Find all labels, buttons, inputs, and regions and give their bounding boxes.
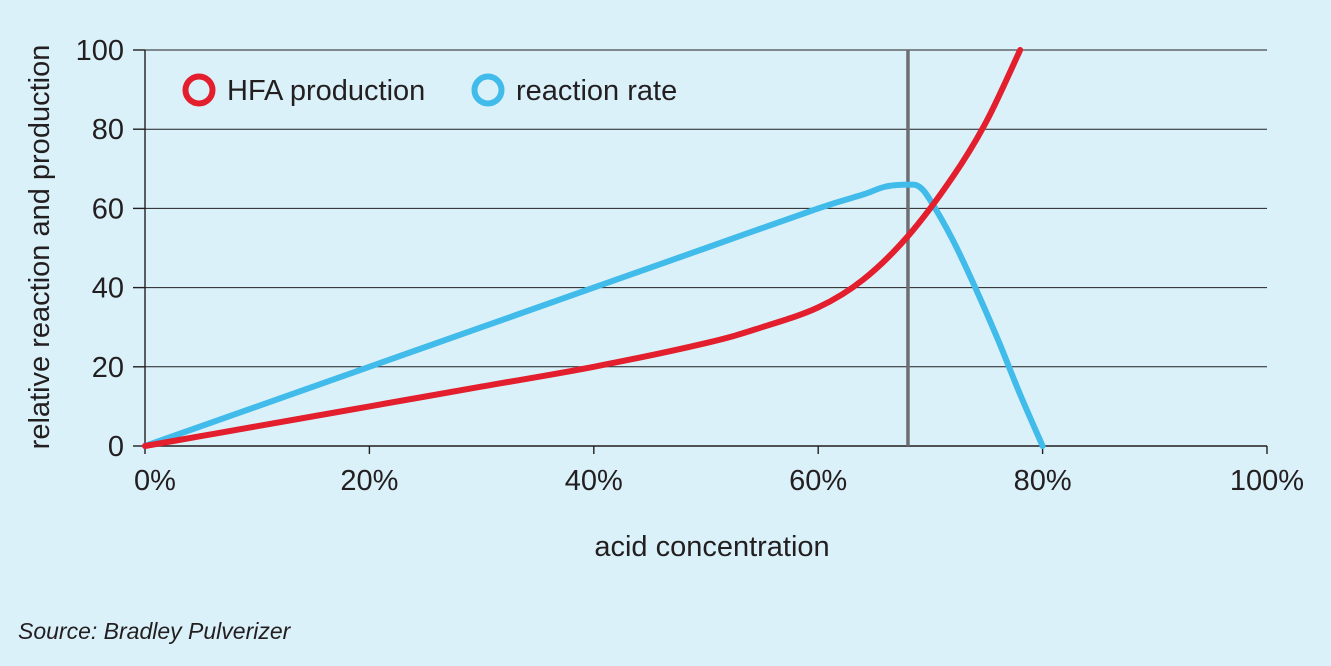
- legend-marker-reaction-rate: [471, 73, 505, 107]
- series-lines: [142, 47, 1046, 449]
- tick-labels: 0% 20% 40% 60% 80% 100% 0 20 40 60 80 100: [76, 35, 1304, 497]
- x-tick-label: 80%: [1014, 465, 1072, 497]
- y-tick-label: 20: [92, 352, 124, 384]
- x-tick-label: 0%: [134, 465, 176, 497]
- x-tick-label: 40%: [565, 465, 623, 497]
- y-tick-label: 80: [92, 114, 124, 146]
- series-line-hfa-production: [142, 47, 1024, 449]
- legend-marker-hfa-production: [182, 73, 216, 107]
- x-axis-label: acid concentration: [594, 531, 829, 563]
- x-tick-label: 100%: [1230, 465, 1304, 497]
- x-tick-label: 20%: [340, 465, 398, 497]
- y-tick-label: 0: [108, 431, 124, 463]
- source-note: Source: Bradley Pulverizer: [18, 618, 291, 644]
- legend-label-reaction-rate: reaction rate: [516, 75, 677, 107]
- legend-label-hfa-production: HFA production: [227, 75, 425, 107]
- x-tick-label: 60%: [789, 465, 847, 497]
- legend: HFA production reaction rate: [182, 73, 677, 107]
- y-tick-label: 40: [92, 273, 124, 305]
- grid-lines: [145, 49, 1267, 368]
- series-line-reaction-rate: [142, 181, 1046, 449]
- y-axis-label: relative reaction and production: [24, 45, 56, 450]
- y-tick-label: 60: [92, 193, 124, 225]
- y-tick-label: 100: [76, 35, 124, 67]
